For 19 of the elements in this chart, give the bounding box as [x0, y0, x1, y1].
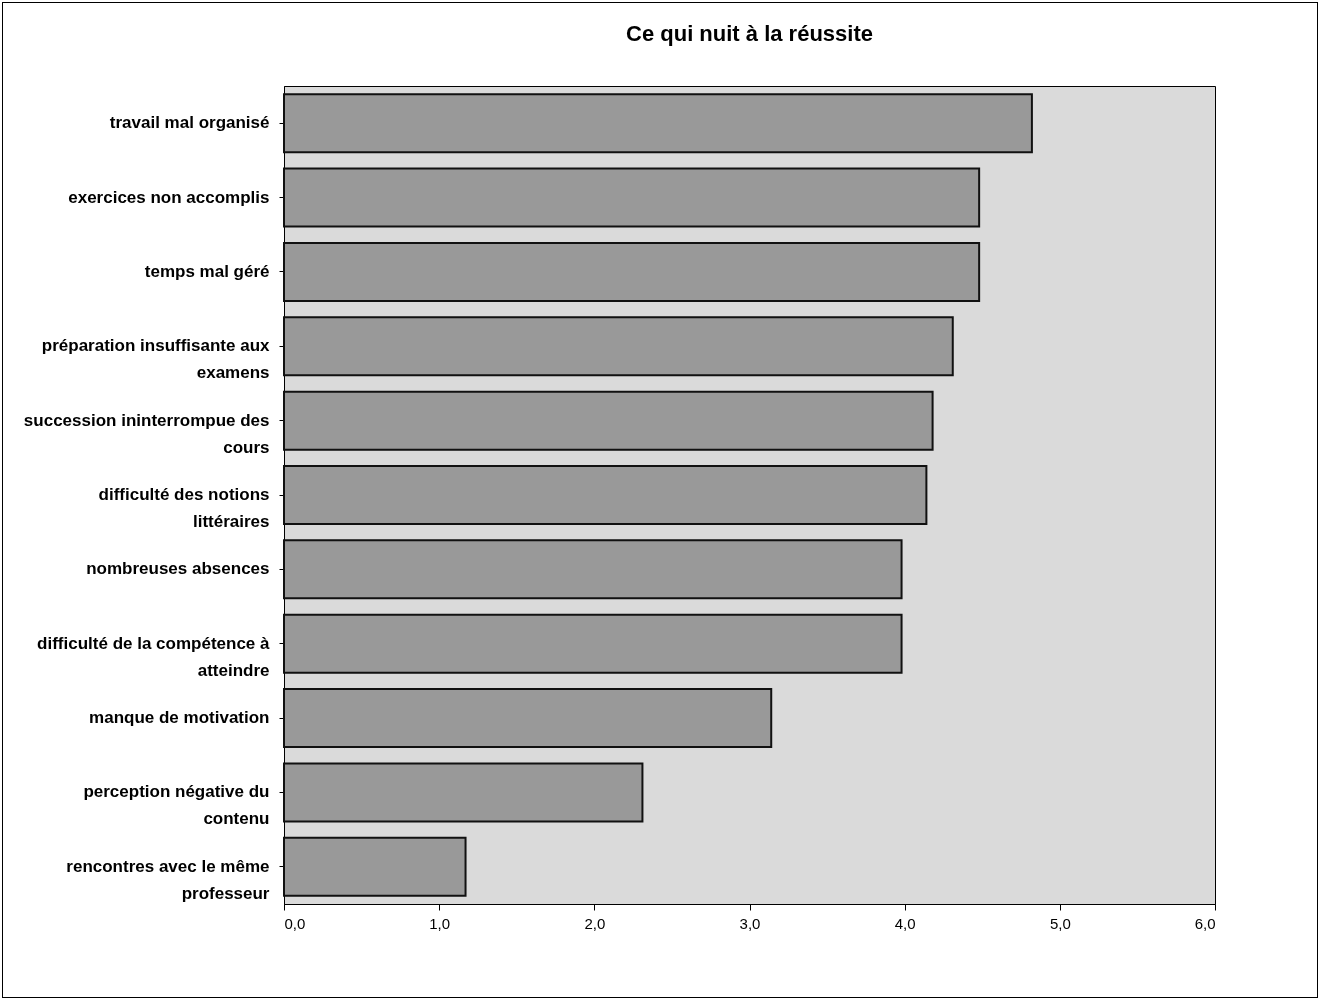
y-tick-label: temps mal géré: [144, 261, 270, 281]
x-tick-label: 2,0: [584, 914, 606, 932]
y-tick-label: nombreuses absences: [86, 559, 270, 579]
x-tick-label: 5,0: [1049, 914, 1071, 932]
y-tick-label: travail mal organisé: [109, 113, 270, 133]
y-tick-label: difficulté des notions littéraires: [98, 485, 270, 531]
x-tick-label: 6,0: [1194, 914, 1216, 932]
x-tick-label: 4,0: [894, 914, 916, 932]
chart-title: Ce qui nuit à la réussite: [626, 21, 873, 46]
y-tick-label: difficulté de la compétence à atteindre: [37, 633, 271, 680]
x-tick-label: 0,0: [284, 914, 306, 932]
y-tick-label: préparation insuffisante aux examens: [41, 336, 271, 383]
y-tick-label: manque de motivation: [89, 708, 270, 728]
y-tick-label: rencontres avec le même professeur: [66, 856, 270, 903]
y-tick-label: exercices non accomplis: [68, 187, 270, 207]
y-tick-label: perception négative du contenu: [83, 782, 270, 829]
y-tick-label: succession ininterrompue des cours: [23, 410, 270, 457]
x-tick-label: 3,0: [739, 914, 761, 932]
x-tick-label: 1,0: [429, 914, 451, 932]
